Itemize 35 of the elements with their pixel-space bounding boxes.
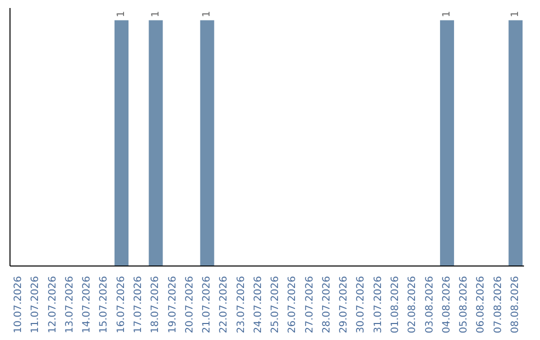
x-tick-label: 03.08.2026 <box>424 276 436 334</box>
x-tick-label: 19.07.2026 <box>167 276 178 334</box>
x-tick-label: 01.08.2026 <box>390 276 401 334</box>
x-tick-label: 12.07.2026 <box>47 276 58 334</box>
x-tick-label: 07.08.2026 <box>492 276 504 334</box>
x-tick-label: 21.07.2026 <box>202 276 213 334</box>
x-tick-label: 30.07.2026 <box>356 276 367 334</box>
x-tick-label: 13.07.2026 <box>64 276 76 334</box>
x-tick-label: 26.07.2026 <box>287 276 298 334</box>
data-label: 1 <box>510 10 522 18</box>
x-tick-label: 06.08.2026 <box>476 276 487 334</box>
x-tick-label: 17.07.2026 <box>133 276 144 334</box>
data-label: 1 <box>116 10 128 18</box>
x-tick-label: 05.08.2026 <box>458 276 470 334</box>
x-tick-label: 27.07.2026 <box>304 276 316 334</box>
x-tick-label: 20.07.2026 <box>184 276 196 334</box>
data-label: 1 <box>202 10 213 18</box>
data-label: 1 <box>442 10 453 18</box>
x-tick-label: 16.07.2026 <box>116 276 127 334</box>
x-tick-label: 02.08.2026 <box>407 276 418 334</box>
x-tick-label: 18.07.2026 <box>150 276 162 334</box>
x-tick-label: 23.07.2026 <box>236 276 247 334</box>
x-tick-label: 28.07.2026 <box>321 276 332 334</box>
x-tick-label: 15.07.2026 <box>98 276 110 334</box>
x-tick-label: 22.07.2026 <box>218 276 230 334</box>
x-tick-label: 25.07.2026 <box>270 276 282 334</box>
x-tick-label: 04.08.2026 <box>441 276 452 334</box>
x-tick-label: 29.07.2026 <box>338 276 350 334</box>
data-label: 1 <box>150 10 162 18</box>
x-tick-label: 31.07.2026 <box>372 276 384 334</box>
x-tick-label: 24.07.2026 <box>252 276 264 334</box>
x-tick-label: 14.07.2026 <box>82 276 93 334</box>
x-tick-label: 10.07.2026 <box>13 276 24 334</box>
x-tick-label: 08.08.2026 <box>510 276 521 334</box>
x-tick-label: 11.07.2026 <box>30 276 42 334</box>
